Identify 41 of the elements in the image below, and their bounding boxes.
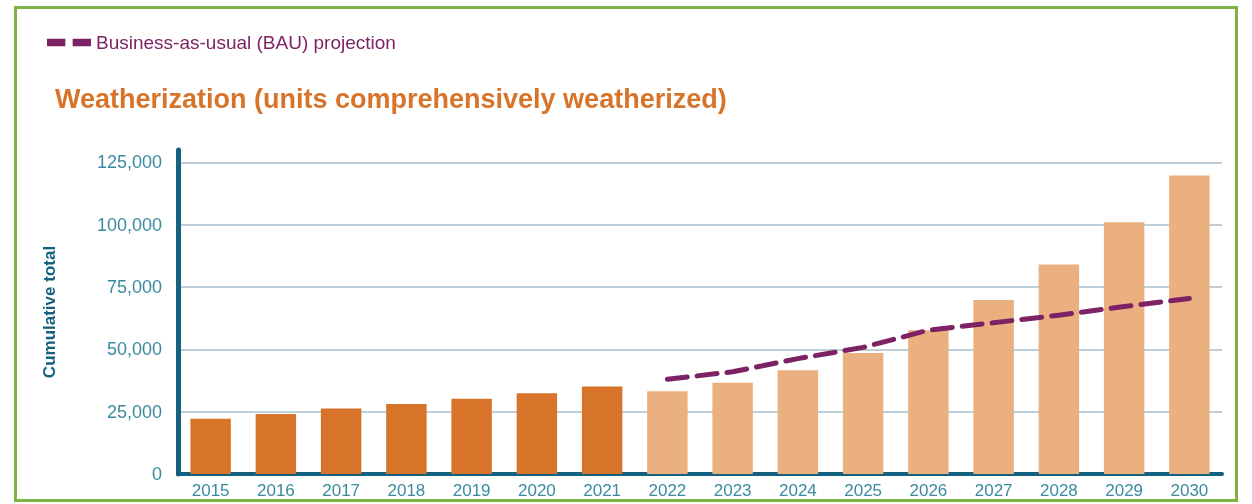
bar [712,382,753,474]
x-tick-label: 2027 [974,481,1013,500]
bar [516,393,558,474]
chart-title: Weatherization (units comprehensively weatherized) [55,83,727,114]
bar [581,386,623,474]
x-tick-label: 2021 [583,481,622,500]
x-tick-label: 2024 [778,481,817,500]
x-tick-label: 2020 [517,481,556,500]
x-tick-label: 2029 [1105,481,1144,500]
y-tick-label: 100,000 [96,214,162,235]
bar [842,353,884,474]
y-tick-label: 0 [151,464,162,484]
bar [386,403,427,474]
x-tick-label: 2023 [713,481,752,500]
bar [1103,222,1145,474]
y-tick-label: 125,000 [96,152,162,173]
y-tick-label: 75,000 [106,277,162,298]
bar [908,330,949,474]
x-tick-label: 2016 [256,481,295,500]
bar [777,370,819,474]
y-tick-label: 25,000 [106,401,162,422]
x-tick-label: 2030 [1170,481,1209,500]
x-tick-label: 2019 [452,481,491,500]
bar [1038,264,1080,474]
bar [1169,175,1210,474]
x-tick-label: 2018 [387,481,426,500]
bar [451,398,492,474]
bar [255,413,297,474]
y-tick-label: 50,000 [106,339,162,360]
x-tick-label: 2022 [648,481,687,500]
bar [190,418,231,474]
x-tick-label: 2015 [191,481,230,500]
x-tick-label: 2025 [844,481,883,500]
x-tick-label: 2026 [909,481,948,500]
bar [973,300,1014,474]
bar [320,408,362,474]
bar [647,391,688,474]
x-tick-label: 2017 [322,481,361,500]
y-axis-title: Cumulative total [40,245,59,379]
legend-label: Business-as-usual (BAU) projection [96,32,396,53]
x-tick-label: 2028 [1039,481,1078,500]
